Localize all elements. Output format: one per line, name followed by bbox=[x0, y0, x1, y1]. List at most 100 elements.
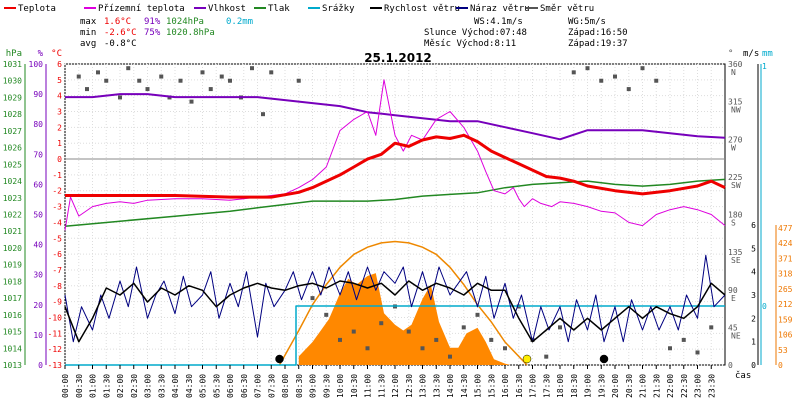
x-tick-label: 20:30 bbox=[625, 374, 634, 398]
hpa-axis-tick: 1017 bbox=[3, 294, 22, 303]
pct-axis-tick: 100 bbox=[29, 60, 44, 69]
wind-direction-point bbox=[420, 346, 425, 351]
x-tick-label: 19:30 bbox=[597, 374, 606, 398]
stats-avg-label: avg bbox=[80, 39, 96, 49]
dir-axis-tick: 270 bbox=[728, 135, 743, 144]
x-axis-ticks: 00:00 00:30 01:00 01:30 02:00 02:30 03:00 03:30… bbox=[61, 365, 716, 398]
hpa-axis-tick: 1018 bbox=[3, 277, 22, 286]
stats-max-rain: 0.2mm bbox=[226, 17, 253, 27]
hpa-axis-tick: 1014 bbox=[3, 344, 22, 353]
x-tick-label: 20:00 bbox=[611, 374, 620, 398]
ms-axis-tick: 3 bbox=[751, 291, 756, 300]
degc-axis-tick: -12 bbox=[48, 345, 63, 354]
x-tick-label: 16:30 bbox=[515, 374, 524, 398]
series-line-rychlost-v-tru bbox=[64, 280, 726, 343]
stats-max-hum: 91% bbox=[144, 17, 161, 27]
degc-axis-tick: -4 bbox=[52, 218, 62, 227]
wind-direction-point bbox=[461, 325, 466, 330]
hpa-axis-tick: 1022 bbox=[3, 211, 22, 220]
grid bbox=[64, 63, 726, 366]
wind-direction-point bbox=[613, 74, 617, 79]
stats-sun: Slunce Východ:07:48 bbox=[424, 28, 527, 38]
wind-direction-point bbox=[219, 74, 224, 79]
dir-axis-compass: E bbox=[731, 294, 736, 303]
stats-max-label: max bbox=[80, 17, 97, 27]
wind-direction-point bbox=[189, 99, 194, 104]
pct-axis-tick: 10 bbox=[33, 331, 43, 340]
wind-direction-point bbox=[626, 87, 631, 92]
dir-axis-compass: SW bbox=[731, 181, 741, 190]
sol-axis-tick: 0 bbox=[778, 361, 783, 370]
mm-axis-tick: 1 bbox=[762, 62, 767, 71]
wind-direction-point bbox=[250, 66, 254, 71]
hpa-axis-tick: 1027 bbox=[3, 127, 22, 136]
wind-direction-point bbox=[178, 78, 183, 83]
degc-axis-tick: 6 bbox=[57, 60, 62, 69]
sol-axis-tick: 371 bbox=[778, 254, 793, 263]
wind-direction-point bbox=[137, 78, 142, 83]
wind-direction-point bbox=[448, 354, 452, 359]
degc-axis-tick: 2 bbox=[57, 123, 62, 132]
x-tick-label: 07:00 bbox=[254, 374, 263, 398]
dir-axis-compass: NE bbox=[731, 331, 741, 340]
x-tick-label: 00:00 bbox=[61, 374, 70, 398]
wind-direction-point bbox=[296, 78, 301, 83]
stats-max-temp: 1.6°C bbox=[104, 17, 131, 27]
hpa-axis-tick: 1031 bbox=[3, 60, 22, 69]
wind-direction-point bbox=[681, 337, 686, 342]
mm-axis-tick: 0 bbox=[762, 302, 767, 311]
wind-direction-point bbox=[571, 70, 576, 75]
x-tick-label: 15:30 bbox=[487, 374, 496, 398]
x-tick-label: 23:30 bbox=[707, 374, 716, 398]
x-tick-label: 04:30 bbox=[185, 374, 194, 398]
x-tick-label: 23:00 bbox=[694, 374, 703, 398]
wind-direction-point bbox=[668, 346, 672, 351]
wind-direction-point bbox=[126, 66, 131, 71]
data-layer bbox=[64, 66, 726, 366]
stats-block: max 1.6°C 91% 1024hPa 0.2mm min -2.6°C 7… bbox=[80, 17, 628, 49]
x-tick-label: 08:30 bbox=[295, 374, 304, 398]
degc-axis-tick: -6 bbox=[52, 250, 62, 259]
hpa-axis-tick: 1025 bbox=[3, 160, 22, 169]
x-tick-label: 21:30 bbox=[652, 374, 661, 398]
x-tick-label: 17:00 bbox=[529, 374, 538, 398]
degc-axis-tick: 0 bbox=[57, 155, 62, 164]
legend-label: Rychlost větru bbox=[384, 4, 460, 14]
x-tick-label: 02:00 bbox=[116, 374, 125, 398]
dir-axis-tick: 90 bbox=[728, 286, 738, 295]
x-tick-label: 12:30 bbox=[405, 374, 414, 398]
dir-axis-compass: NW bbox=[731, 106, 741, 115]
pct-axis-tick: 60 bbox=[33, 180, 43, 189]
dir-axis-compass: W bbox=[731, 143, 736, 152]
x-tick-label: 03:30 bbox=[157, 374, 166, 398]
hpa-axis-tick: 1030 bbox=[3, 77, 22, 86]
hpa-axis-tick: 1019 bbox=[3, 261, 22, 270]
dir-axis-title: ° bbox=[728, 49, 733, 59]
degc-axis-tick: 3 bbox=[57, 108, 62, 117]
x-tick-label: 09:00 bbox=[309, 374, 318, 398]
legend-label: Srážky bbox=[322, 4, 355, 14]
wind-direction-point bbox=[379, 321, 384, 326]
pct-axis-tick: 90 bbox=[33, 90, 43, 99]
wind-direction-point bbox=[709, 325, 714, 330]
hpa-axis-tick: 1029 bbox=[3, 93, 22, 102]
wind-direction-point bbox=[585, 66, 590, 71]
stats-max-press: 1024hPa bbox=[166, 17, 204, 27]
x-tick-label: 18:30 bbox=[570, 374, 579, 398]
wind-direction-point bbox=[118, 95, 122, 100]
degc-axis-tick: -2 bbox=[52, 187, 62, 196]
wind-direction-point bbox=[434, 337, 439, 342]
sol-axis-tick: 265 bbox=[778, 285, 793, 294]
hpa-axis-tick: 1016 bbox=[3, 311, 22, 320]
legend: Teplota Přízemní teplota Vlhkost Tlak Srážky… bbox=[4, 4, 594, 14]
hpa-axis-tick: 1023 bbox=[3, 194, 22, 203]
hpa-axis-title: hPa bbox=[6, 49, 22, 59]
x-tick-label: 13:00 bbox=[419, 374, 428, 398]
x-tick-label: 17:30 bbox=[542, 374, 551, 398]
series-line-vlhkost bbox=[65, 93, 726, 141]
wind-direction-point bbox=[228, 78, 232, 83]
wind-direction-point bbox=[338, 337, 342, 342]
event-marker bbox=[275, 354, 284, 364]
x-tick-label: 14:30 bbox=[460, 374, 469, 398]
